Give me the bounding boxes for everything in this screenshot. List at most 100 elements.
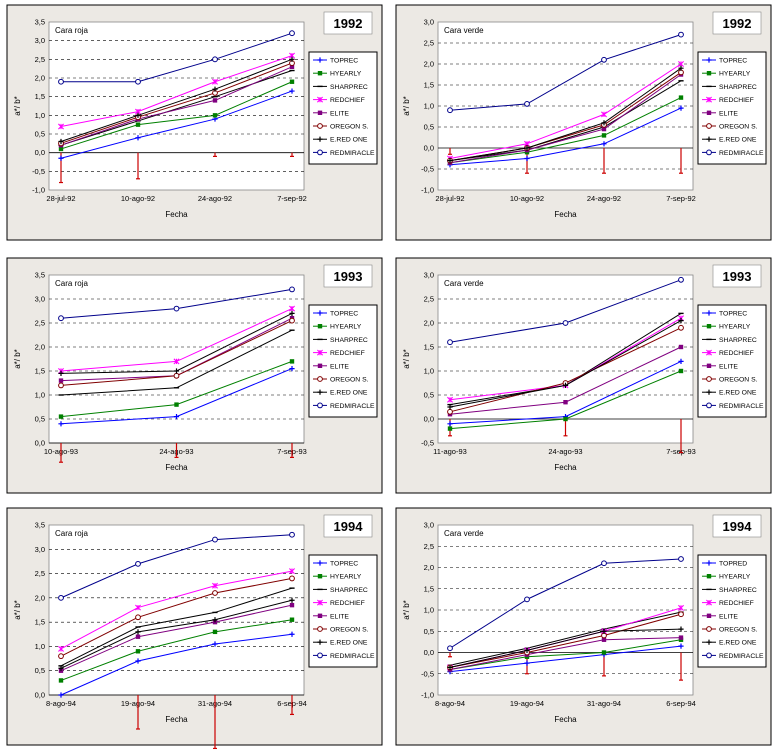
- series-line-2: [60, 81, 293, 150]
- y-tick-label: 2,5: [35, 55, 45, 64]
- y-tick-label: 0,0: [424, 144, 434, 153]
- series-line-6: [449, 613, 682, 668]
- legend-entry: SHARPREC: [719, 587, 757, 594]
- series-line-5: [449, 74, 682, 164]
- y-tick-label: 0,5: [35, 130, 45, 139]
- data-point: [173, 358, 180, 365]
- data-point: [289, 617, 295, 622]
- y-tick-label: 3,5: [35, 521, 45, 530]
- data-point: [135, 634, 141, 639]
- data-point: [289, 359, 295, 364]
- x-axis-label: Fecha: [554, 715, 577, 724]
- legend-entry: REDCHIEF: [719, 600, 754, 607]
- y-tick-label: -0,5: [421, 439, 434, 448]
- series-line-1: [449, 107, 682, 166]
- y-tick-label: 1,0: [35, 391, 45, 400]
- year-box: [323, 11, 373, 35]
- series-line-1: [60, 90, 293, 159]
- legend-marker: [317, 652, 323, 659]
- data-point: [447, 107, 453, 114]
- data-point: [135, 658, 141, 664]
- data-point: [289, 305, 295, 312]
- series-line-4: [449, 63, 682, 159]
- legend-marker: [317, 149, 323, 156]
- legend-marker: [317, 639, 323, 645]
- legend-marker: [706, 599, 712, 606]
- legend-marker: [706, 652, 712, 659]
- legend-entry: ELITE: [719, 613, 738, 620]
- legend-entry: REDCHIEF: [330, 97, 365, 104]
- y-tick-label: 1,5: [35, 618, 45, 627]
- data-point: [58, 665, 64, 671]
- series-line-7: [449, 67, 682, 162]
- data-point: [58, 146, 64, 152]
- legend-marker: [706, 376, 712, 382]
- year-label: 1993: [723, 269, 752, 284]
- y-tick-label: 1,5: [35, 92, 45, 101]
- data-point: [678, 643, 684, 649]
- data-point: [678, 344, 684, 350]
- plot-area: [48, 21, 305, 191]
- data-point: [58, 653, 64, 660]
- data-point: [58, 594, 64, 601]
- data-point: [289, 286, 295, 293]
- data-point: [601, 650, 607, 655]
- y-tick-label: 1,5: [424, 584, 434, 593]
- legend-entry: REDMIRACLE: [719, 653, 764, 660]
- data-point: [289, 366, 295, 372]
- data-point: [524, 660, 530, 666]
- y-tick-label: 3,0: [424, 271, 434, 280]
- y-tick-label: 1,5: [35, 367, 45, 376]
- legend-entry: REDCHIEF: [719, 350, 754, 357]
- y-tick-label: 0,5: [35, 666, 45, 675]
- legend-marker: [706, 560, 712, 566]
- series-line-2: [449, 639, 682, 670]
- data-point: [524, 596, 530, 603]
- face-label: Cara roja: [55, 529, 88, 538]
- year-box: [323, 514, 373, 538]
- data-point: [447, 404, 453, 410]
- data-point: [135, 629, 141, 635]
- data-point: [212, 98, 218, 103]
- data-point: [135, 614, 141, 621]
- legend-marker: [317, 123, 323, 129]
- series-line-8: [449, 34, 682, 111]
- data-point: [212, 629, 218, 635]
- year-box: [712, 514, 762, 538]
- y-tick-label: 3,5: [35, 18, 45, 27]
- data-point: [447, 339, 453, 346]
- y-axis-label: a*/ b*: [13, 96, 22, 116]
- data-point: [601, 560, 607, 567]
- legend-marker: [317, 560, 323, 566]
- x-tick-label: 7-sep-92: [277, 194, 307, 203]
- y-axis-label: a*/ b*: [402, 349, 411, 369]
- legend-marker: [706, 57, 712, 63]
- face-label: Cara verde: [444, 529, 484, 538]
- legend-entry: SHARPREC: [330, 337, 368, 344]
- legend-entry: OREGON S.: [330, 377, 369, 384]
- y-tick-label: 0,5: [424, 123, 434, 132]
- face-label: Cara roja: [55, 279, 88, 288]
- x-tick-label: 31-ago-94: [587, 699, 621, 708]
- x-axis-label: Fecha: [554, 463, 577, 472]
- x-tick-label: 10-ago-92: [121, 194, 155, 203]
- year-box: [323, 264, 373, 288]
- legend-marker: [706, 123, 712, 129]
- legend-entry: REDMIRACLE: [719, 403, 764, 410]
- data-point: [212, 590, 218, 596]
- year-label: 1994: [334, 519, 364, 534]
- y-tick-label: 1,5: [424, 343, 434, 352]
- data-point: [58, 645, 64, 652]
- y-tick-label: 2,0: [424, 60, 434, 69]
- legend-marker: [317, 574, 323, 579]
- y-tick-label: 3,5: [35, 271, 45, 280]
- legend: [308, 51, 378, 165]
- legend-entry: TOPREC: [719, 58, 747, 65]
- legend-marker: [706, 324, 712, 329]
- legend: [697, 51, 767, 165]
- y-tick-label: -1,0: [32, 186, 45, 195]
- series-line-8: [449, 558, 682, 649]
- series-line-8: [60, 534, 293, 599]
- data-point: [447, 158, 453, 164]
- y-tick-label: 0,5: [424, 391, 434, 400]
